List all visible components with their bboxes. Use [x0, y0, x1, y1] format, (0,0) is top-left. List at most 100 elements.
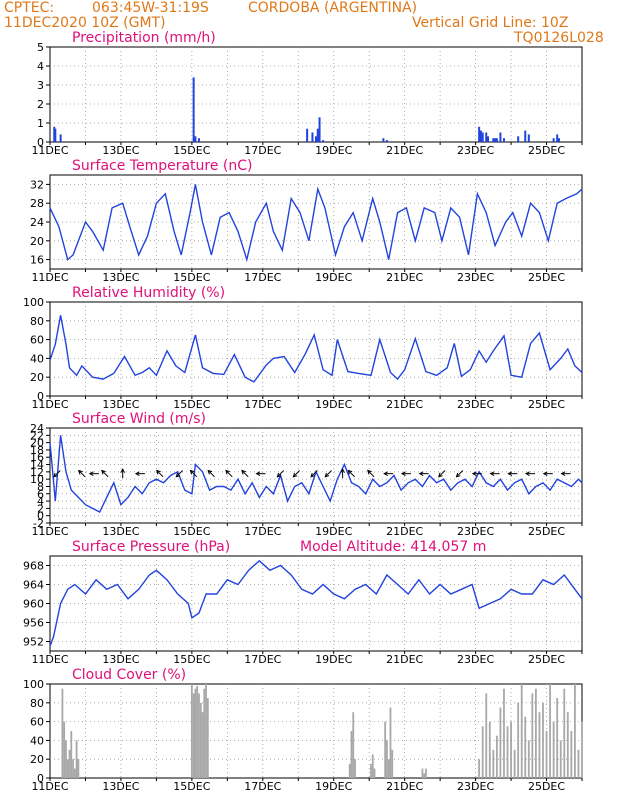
cloud-bar — [520, 684, 523, 778]
x-tick-label: 13DEC — [102, 653, 139, 666]
precip-bar — [316, 128, 319, 142]
precip-bar — [315, 136, 317, 142]
y-tick-label: 3 — [37, 79, 44, 92]
panel-title: Surface Pressure (hPa) — [72, 539, 230, 555]
x-tick-label: 25DEC — [528, 525, 565, 538]
header-location: CORDOBA (ARGENTINA) — [248, 1, 417, 16]
cloud-bar — [566, 712, 569, 778]
precip-bar — [194, 136, 197, 142]
header-run-label: 11DEC2020 10Z (GMT) — [4, 15, 166, 31]
wind-arrow-head — [418, 471, 424, 477]
header-grid-note-label: Vertical Grid Line: 10Z — [412, 15, 569, 31]
y-tick-label: 956 — [23, 617, 44, 630]
x-tick-label: 23DEC — [457, 271, 494, 284]
x-tick-label: 13DEC — [102, 144, 139, 157]
cloud-bar — [570, 731, 573, 778]
x-tick-label: 17DEC — [244, 525, 281, 538]
cloud-bar — [206, 698, 209, 778]
y-tick-label: 80 — [30, 697, 44, 710]
wind-arrow — [292, 470, 300, 478]
cloud-bar — [581, 721, 583, 778]
cloud-bar — [354, 759, 356, 778]
x-tick-label: 11DEC — [31, 653, 68, 666]
x-tick-label: 21DEC — [386, 525, 423, 538]
wind-arrow — [101, 470, 109, 478]
x-tick-label: 15DEC — [173, 780, 210, 793]
x-tick-label: 13DEC — [102, 780, 139, 793]
wind-arrow — [78, 470, 86, 478]
precip-bar — [487, 136, 490, 142]
wind-arrow-head — [471, 471, 477, 477]
wind-arrow — [277, 470, 285, 478]
y-tick-label: 960 — [23, 598, 44, 611]
cloud-bar — [196, 685, 199, 778]
plot-frame — [49, 427, 583, 524]
wind-arrow — [438, 470, 446, 478]
wind-arrow-head — [400, 471, 406, 477]
cloud-bar — [391, 749, 394, 778]
panel-annotation: Model Altitude: 414.057 m — [300, 539, 486, 555]
x-tick-label: 17DEC — [244, 398, 281, 411]
cloud-bar — [350, 731, 353, 778]
header-coords-label: 063:45W-31:19S — [92, 0, 209, 16]
wind-arrow-head — [88, 471, 94, 477]
wind-arrow — [367, 470, 375, 478]
cloud-bar — [538, 712, 541, 778]
cloud-bar — [198, 693, 200, 778]
wind-arrow — [241, 470, 249, 478]
header-grid-note: Vertical Grid Line: 10Z — [412, 16, 568, 31]
y-tick-label: 0 — [37, 772, 44, 785]
x-tick-label: 17DEC — [244, 144, 281, 157]
panel-title: Surface Wind (m/s) — [72, 411, 206, 427]
panel-title: Relative Humidity (%) — [72, 285, 225, 301]
precip-bar — [502, 138, 505, 142]
precip-bar — [382, 138, 385, 142]
wind-arrow — [310, 470, 318, 478]
y-tick-label: 952 — [23, 636, 44, 649]
y-tick-label: 40 — [30, 734, 44, 747]
precip-bar — [385, 140, 388, 142]
wind-arrow-head — [101, 469, 106, 475]
panel-title: Surface Temperature (nC) — [72, 158, 253, 174]
panel-temperature: 11DEC 13DEC 15DEC 17DEC 19DEC 21DEC 23DEC 25DEC… — [30, 158, 583, 284]
x-tick-label: 17DEC — [244, 780, 281, 793]
precip-bar — [552, 138, 555, 142]
cloud-bar — [348, 763, 351, 778]
x-tick-label: 21DEC — [386, 144, 423, 157]
cloud-bar — [72, 759, 74, 778]
wind-arrow-head — [225, 469, 230, 475]
cloud-bar — [370, 763, 372, 778]
wind-arrow-head — [340, 468, 345, 473]
precip-bar — [53, 126, 56, 142]
precip-bar — [556, 134, 559, 142]
wind-arrow — [347, 470, 355, 478]
cloud-bar — [485, 693, 488, 778]
x-tick-label: 23DEC — [457, 144, 494, 157]
cloud-bar — [488, 721, 491, 778]
cloud-bar — [389, 707, 392, 778]
wind-arrow-head — [175, 472, 181, 478]
humidity-series-line — [49, 315, 583, 383]
x-tick-label: 15DEC — [173, 398, 210, 411]
wind-arrow — [324, 470, 332, 478]
y-tick-label: 12 — [30, 466, 44, 479]
cloud-bar — [371, 754, 374, 778]
precip-bar — [192, 77, 195, 142]
cloud-bar — [192, 693, 195, 778]
wind-arrow-head — [255, 471, 261, 477]
wind-arrow-head — [347, 469, 353, 475]
cloud-bar — [190, 684, 193, 778]
y-tick-label: 40 — [30, 352, 44, 365]
wind-arrow-head — [78, 469, 83, 475]
x-tick-label: 21DEC — [386, 398, 423, 411]
header-code: TQ0126L028 — [514, 31, 604, 46]
cloud-bar — [75, 740, 78, 778]
wind-arrow-head — [292, 472, 298, 478]
y-tick-label: 6 — [37, 488, 44, 501]
y-tick-label: 0 — [37, 390, 44, 403]
cloud-bar — [65, 740, 67, 778]
y-tick-label: 22 — [30, 429, 44, 442]
y-tick-label: 2 — [37, 98, 44, 111]
precip-bar — [557, 138, 560, 142]
cloud-bar — [527, 740, 530, 778]
